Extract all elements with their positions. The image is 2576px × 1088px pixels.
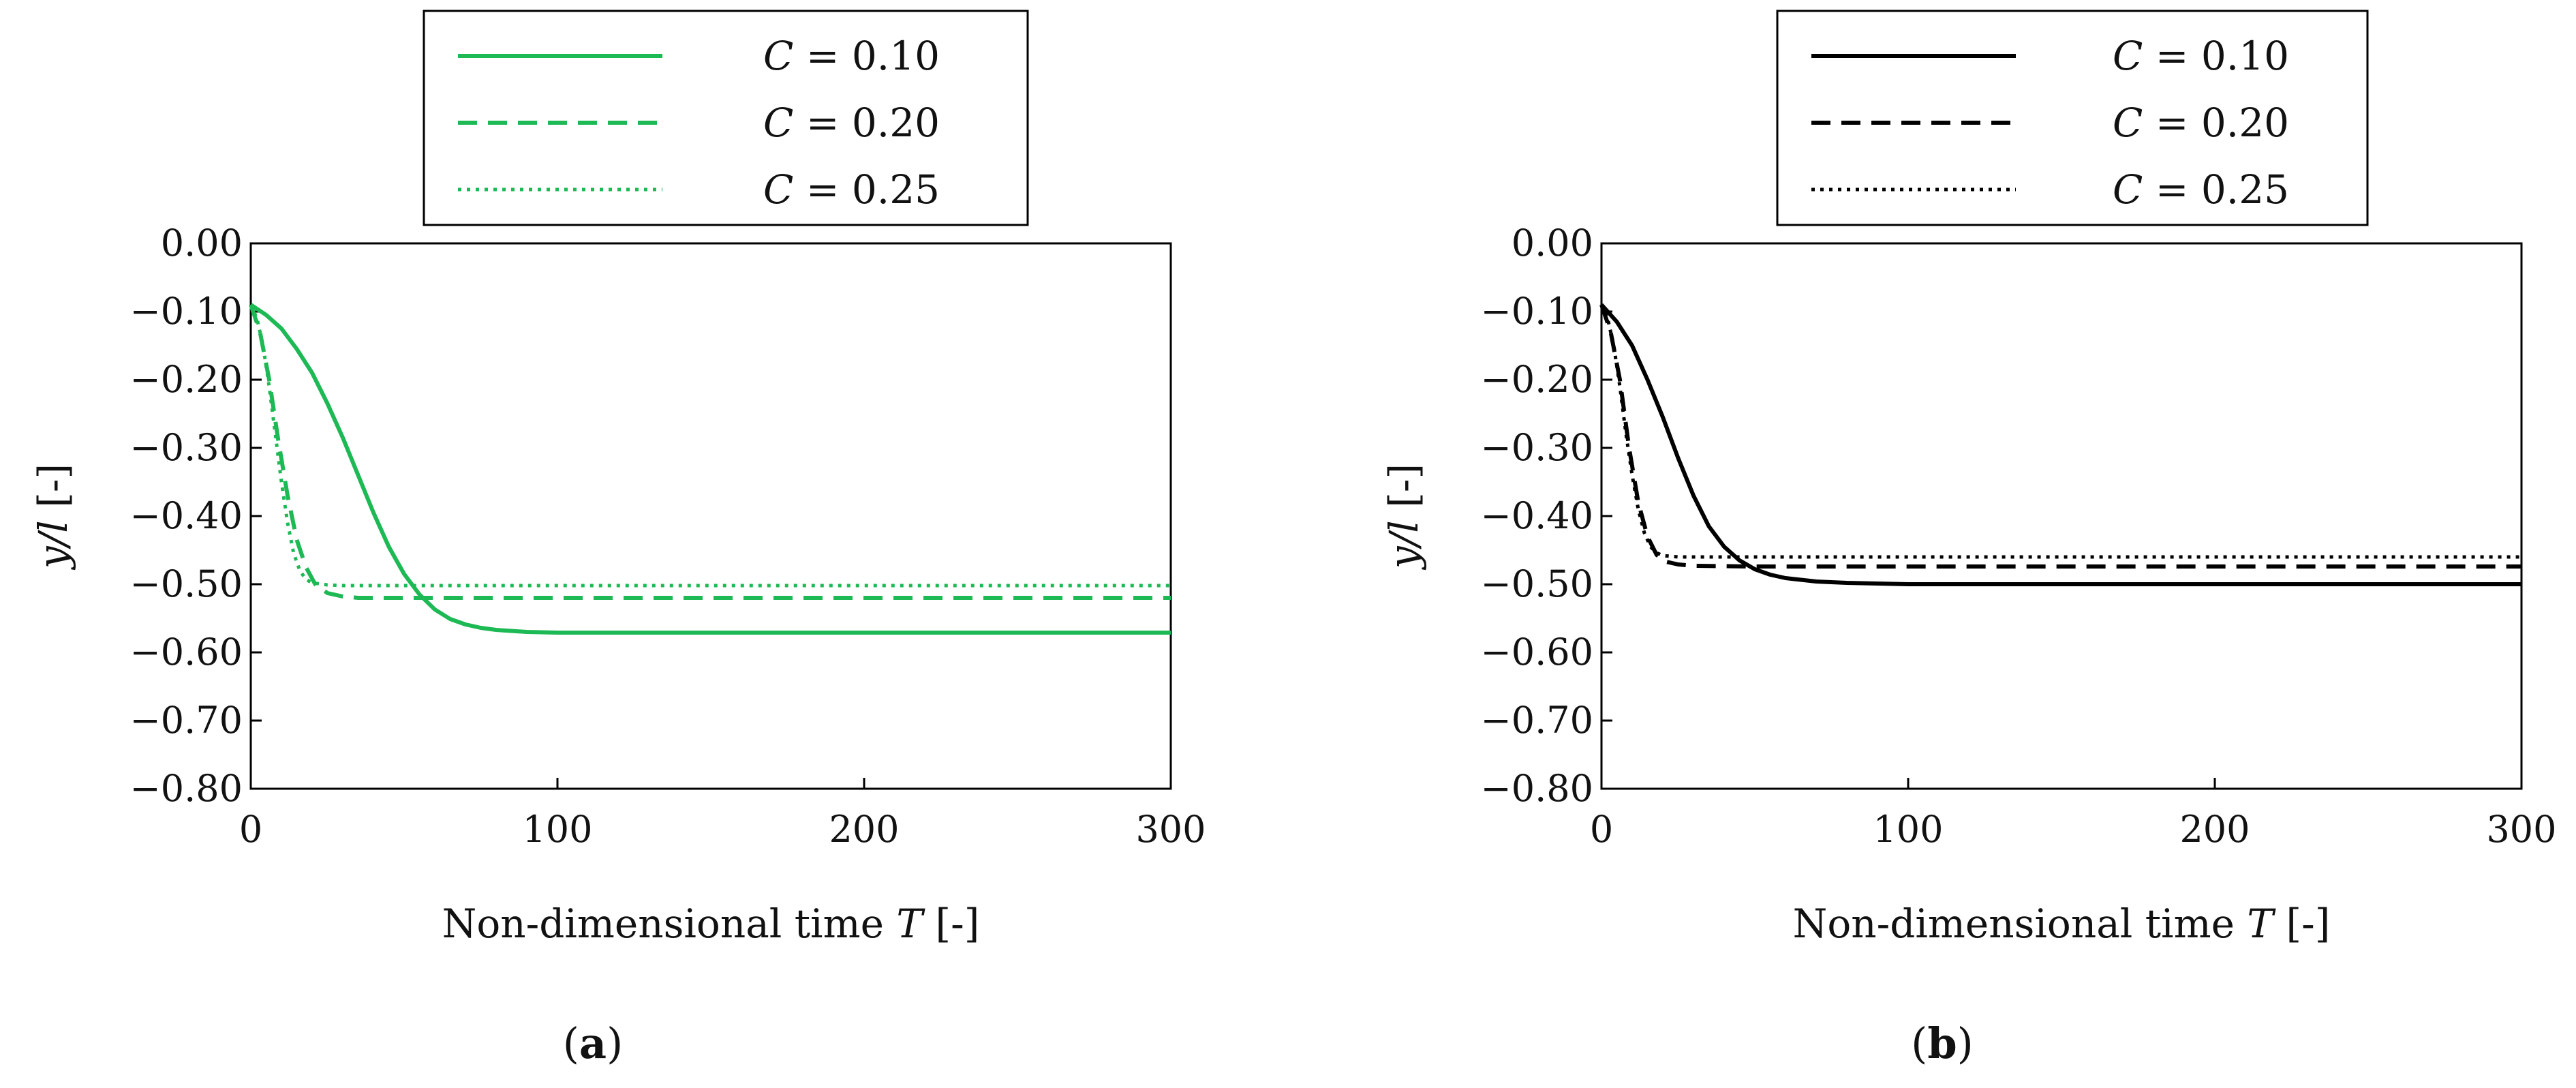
legend-label-a-2: C = 0.25	[763, 166, 940, 213]
series-line-a-0	[249, 303, 1171, 635]
y-tick-label-a-5: −0.50	[130, 562, 243, 605]
x-axis-prefix-a: Non-dimensional time	[442, 901, 897, 947]
legend-value-b-0: = 0.10	[2143, 33, 2289, 79]
panel-letter-a: a	[579, 1018, 607, 1068]
legend-label-a-0: C = 0.10	[763, 33, 940, 79]
y-tick-label-a-4: −0.40	[130, 494, 243, 537]
x-tick-label-b-3: 300	[2486, 808, 2556, 851]
x-axis-label-a: Non-dimensional time T [-]	[442, 901, 980, 947]
y-tick-label-b-1: −0.10	[1481, 290, 1593, 333]
series-b	[1599, 303, 2521, 586]
legend-value-a-0: = 0.10	[793, 33, 940, 79]
x-ticks-b: 0 100 200 300	[1590, 778, 2557, 851]
legend-label-a-1: C = 0.20	[763, 100, 940, 146]
y-tick-label-b-0: 0.00	[1512, 222, 1593, 265]
legend-var-a-1: C	[763, 100, 793, 146]
panel-a: C = 0.10C = 0.20C = 0.25 0.00−0.10−0.20−…	[30, 10, 1206, 1068]
y-tick-label-b-2: −0.20	[1481, 358, 1593, 401]
legend-a: C = 0.10C = 0.20C = 0.25	[458, 33, 940, 213]
y-axis-var-a: y/l	[30, 520, 76, 571]
legend-var-a-2: C	[763, 166, 793, 213]
y-tick-label-b-8: −0.80	[1481, 767, 1593, 810]
plot-frame-b	[1600, 242, 2523, 790]
x-tick-label-a-2: 200	[829, 808, 899, 851]
y-tick-label-a-2: −0.20	[130, 358, 243, 401]
x-tick-label-a-0: 0	[239, 808, 262, 851]
plot-area-b: 0.00 −0.10 −0.20 −0.30 −0.40 −0.50 −0.60 −0.70 −…	[1481, 222, 2557, 851]
x-tick-label-a-3: 300	[1135, 808, 1206, 851]
y-tick-label-a-7: −0.70	[130, 699, 243, 742]
legend-var-a-0: C	[763, 33, 793, 79]
x-tick-label-b-1: 100	[1873, 808, 1943, 851]
x-ticks-a: 0 100 200 300	[239, 778, 1206, 851]
y-tick-label-a-8: −0.80	[130, 767, 243, 810]
x-axis-label-b: Non-dimensional time T [-]	[1793, 901, 2331, 947]
y-tick-label-a-1: −0.10	[130, 290, 243, 333]
legend-value-a-2: = 0.25	[793, 166, 940, 213]
legend-value-b-2: = 0.25	[2143, 166, 2289, 213]
y-tick-label-b-7: −0.70	[1481, 699, 1593, 742]
x-tick-label-a-1: 100	[522, 808, 592, 851]
y-tick-label-b-3: −0.30	[1481, 426, 1593, 469]
plot-area-a: 0.00 −0.10 −0.20 −0.30 −0.40 −0.50 −0.60 −0.70 −…	[130, 222, 1206, 851]
y-axis-var-b: y/l	[1381, 520, 1427, 571]
y-tick-label-a-6: −0.60	[130, 631, 243, 674]
series-a	[249, 303, 1171, 635]
y-tick-label-a-3: −0.30	[130, 426, 243, 469]
panel-letter-b: b	[1927, 1018, 1957, 1068]
y-axis-unit-a: [-]	[30, 464, 76, 520]
legend-value-a-1: = 0.20	[793, 100, 940, 146]
plot-frame-a	[249, 242, 1172, 790]
panel-label-a: (a)	[563, 1018, 624, 1068]
y-axis-label-a: y/l [-]	[30, 464, 76, 571]
y-ticks-a: 0.00 −0.10 −0.20 −0.30 −0.40 −0.50 −0.60 −0.70 −…	[130, 222, 262, 810]
x-axis-var-a: T	[896, 901, 925, 947]
x-tick-label-b-2: 200	[2179, 808, 2250, 851]
y-tick-label-b-5: −0.50	[1481, 562, 1593, 605]
y-tick-label-b-4: −0.40	[1481, 494, 1593, 537]
y-tick-label-a-0: 0.00	[161, 222, 243, 265]
x-axis-var-b: T	[2247, 901, 2276, 947]
series-line-b-0	[1599, 303, 2521, 586]
x-tick-label-b-0: 0	[1590, 808, 1613, 851]
legend-var-b-0: C	[2113, 33, 2143, 79]
series-line-b-2	[1599, 303, 2521, 559]
legend-value-b-1: = 0.20	[2143, 100, 2289, 146]
panel-b: C = 0.10C = 0.20C = 0.25 0.00−0.10−0.20−…	[1381, 10, 2557, 1068]
series-line-a-1	[249, 304, 1171, 600]
y-ticks-b: 0.00 −0.10 −0.20 −0.30 −0.40 −0.50 −0.60 −0.70 −…	[1481, 222, 1612, 810]
legend-b: C = 0.10C = 0.20C = 0.25	[1811, 33, 2289, 213]
legend-label-b-0: C = 0.10	[2113, 33, 2289, 79]
legend-var-b-2: C	[2113, 166, 2143, 213]
legend-box-a	[423, 10, 1029, 226]
x-axis-suffix-a: [-]	[923, 901, 979, 947]
y-axis-unit-b: [-]	[1381, 464, 1427, 520]
legend-label-b-2: C = 0.25	[2113, 166, 2289, 213]
y-axis-label-b: y/l [-]	[1381, 464, 1427, 571]
series-line-b-1	[1599, 304, 2521, 569]
x-axis-suffix-b: [-]	[2273, 901, 2330, 947]
legend-label-b-1: C = 0.20	[2113, 100, 2289, 146]
y-tick-label-b-6: −0.60	[1481, 631, 1593, 674]
x-axis-prefix-b: Non-dimensional time	[1793, 901, 2248, 947]
panel-label-b: (b)	[1911, 1018, 1974, 1068]
legend-var-b-1: C	[2113, 100, 2143, 146]
